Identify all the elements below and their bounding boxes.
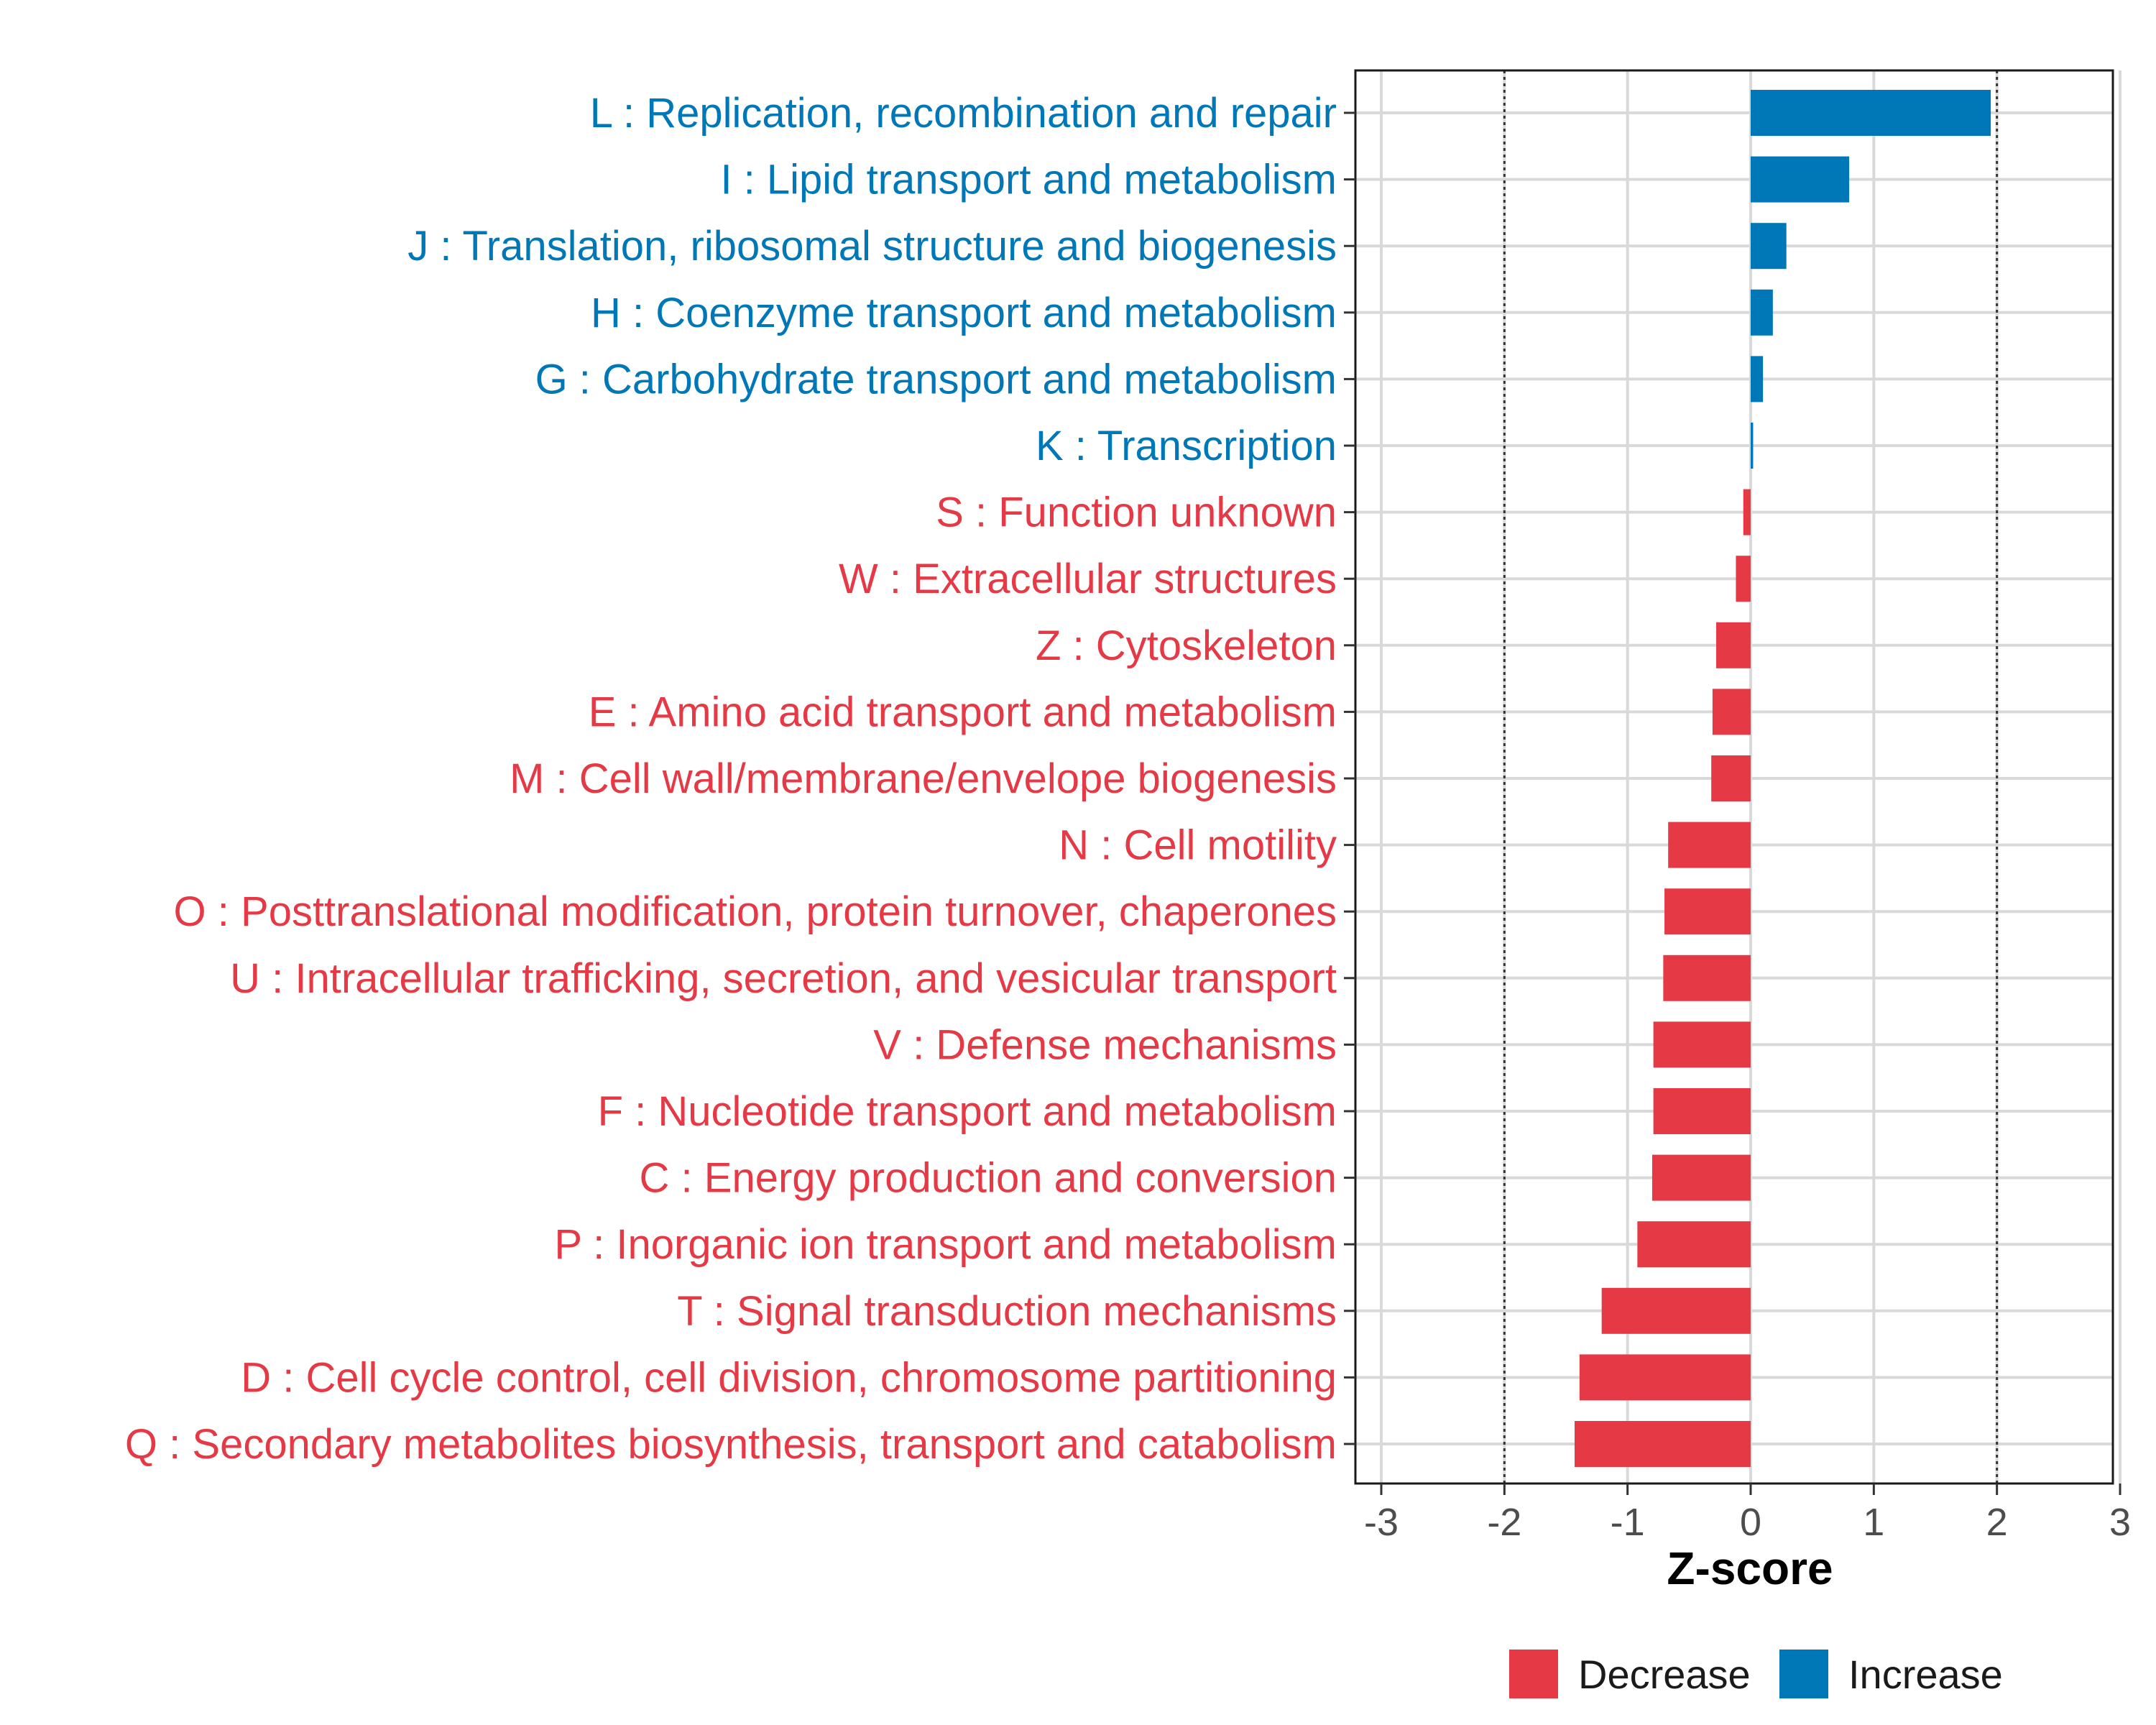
category-label-20: Q : Secondary metabolites biosynthesis, … — [125, 1421, 1337, 1468]
bar-0 — [1751, 90, 1991, 136]
bar-10 — [1711, 755, 1751, 801]
bar-20 — [1574, 1421, 1751, 1467]
category-label-5: K : Transcription — [1036, 423, 1337, 469]
bar-13 — [1663, 954, 1751, 1001]
x-tick-label-2: -1 — [1611, 1501, 1645, 1544]
bar-3 — [1751, 289, 1773, 336]
category-label-15: F : Nucleotide transport and metabolism — [598, 1088, 1337, 1135]
category-label-2: J : Translation, ribosomal structure and… — [407, 223, 1337, 270]
category-label-6: S : Function unknown — [936, 489, 1337, 536]
legend-label-decrease: Decrease — [1578, 1652, 1751, 1697]
bar-16 — [1651, 1154, 1751, 1201]
category-label-14: V : Defense mechanisms — [873, 1021, 1337, 1068]
bar-11 — [1668, 822, 1751, 868]
bar-6 — [1743, 489, 1751, 535]
category-label-0: L : Replication, recombination and repai… — [590, 90, 1337, 137]
legend-label-increase: Increase — [1848, 1652, 2003, 1697]
bar-9 — [1712, 689, 1751, 735]
x-tick-label-4: 1 — [1863, 1501, 1884, 1544]
category-label-7: W : Extracellular structures — [839, 556, 1337, 602]
bar-4 — [1751, 356, 1764, 402]
category-label-9: E : Amino acid transport and metabolism — [589, 689, 1337, 735]
x-tick-label-0: -3 — [1364, 1501, 1399, 1544]
bar-14 — [1653, 1021, 1751, 1068]
x-axis-ticks: -3 -2 -1 0 1 2 3 — [1364, 1484, 2131, 1544]
category-label-18: T : Signal transduction mechanisms — [677, 1288, 1337, 1335]
legend: Decrease Increase — [1509, 1650, 2003, 1698]
bar-18 — [1601, 1287, 1751, 1334]
bar-1 — [1751, 156, 1850, 203]
bar-15 — [1653, 1088, 1751, 1134]
bar-19 — [1579, 1354, 1751, 1401]
x-tick-label-6: 3 — [2109, 1501, 2131, 1544]
bars — [1574, 90, 1991, 1467]
reference-lines — [1503, 70, 1999, 1484]
plot-panel-border — [1354, 69, 2114, 1485]
category-label-12: O : Posttranslational modification, prot… — [174, 888, 1337, 935]
x-tick-label-5: 2 — [1986, 1501, 2008, 1544]
category-label-13: U : Intracellular trafficking, secretion… — [230, 955, 1337, 1002]
x-tick-label-1: -2 — [1487, 1501, 1521, 1544]
category-label-8: Z : Cytoskeleton — [1036, 622, 1337, 669]
category-label-17: P : Inorganic ion transport and metaboli… — [554, 1221, 1337, 1268]
bar-5 — [1751, 423, 1754, 469]
category-label-3: H : Coenzyme transport and metabolism — [591, 290, 1337, 336]
y-axis-ticks: L : Replication, recombination and repai… — [125, 90, 1355, 1468]
bar-12 — [1664, 888, 1751, 935]
bar-7 — [1736, 556, 1751, 602]
bar-17 — [1637, 1221, 1751, 1268]
category-label-11: N : Cell motility — [1059, 822, 1337, 869]
category-label-19: D : Cell cycle control, cell division, c… — [241, 1354, 1337, 1401]
legend-swatch-increase — [1779, 1650, 1828, 1698]
legend-swatch-decrease — [1509, 1650, 1558, 1698]
x-tick-label-3: 0 — [1740, 1501, 1761, 1544]
category-label-4: G : Carbohydrate transport and metabolis… — [535, 356, 1337, 402]
bar-2 — [1751, 223, 1787, 270]
x-axis-title: Z-score — [1667, 1542, 1833, 1594]
bar-8 — [1716, 622, 1751, 668]
category-label-10: M : Cell wall/membrane/envelope biogenes… — [510, 755, 1337, 802]
category-label-1: I : Lipid transport and metabolism — [720, 157, 1337, 203]
category-label-16: C : Energy production and conversion — [640, 1155, 1337, 1202]
